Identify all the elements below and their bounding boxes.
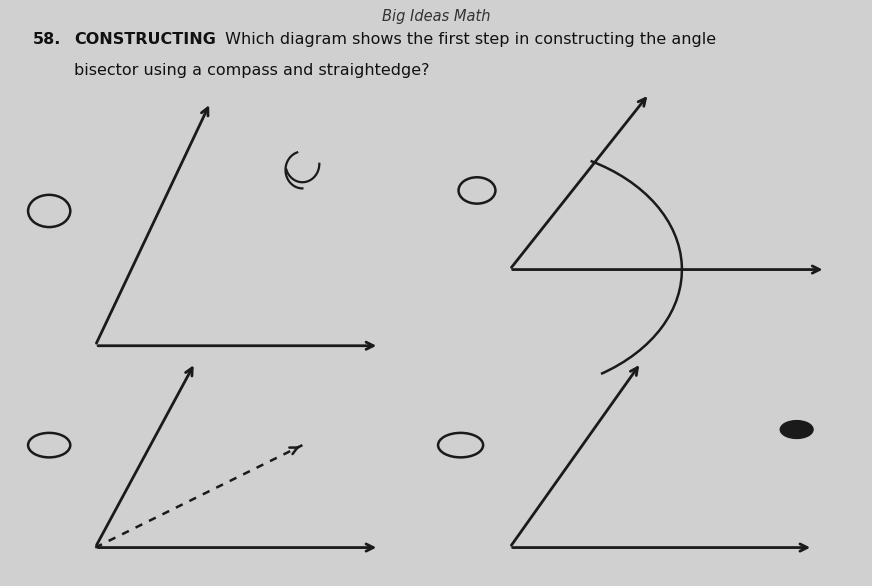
Text: Which diagram shows the first step in constructing the angle: Which diagram shows the first step in co…: [220, 32, 716, 47]
Text: CONSTRUCTING: CONSTRUCTING: [74, 32, 216, 47]
Text: 58.: 58.: [33, 32, 62, 47]
Circle shape: [780, 421, 813, 438]
Text: Big Ideas Math: Big Ideas Math: [382, 9, 490, 24]
Text: bisector using a compass and straightedge?: bisector using a compass and straightedg…: [74, 63, 430, 78]
